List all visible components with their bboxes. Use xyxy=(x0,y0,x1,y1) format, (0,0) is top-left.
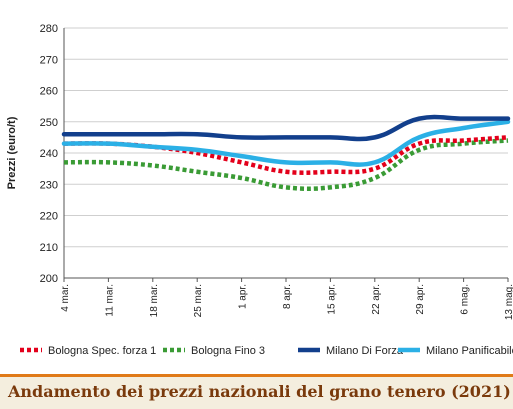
y-axis-label: Prezzi (euro/t) xyxy=(6,116,18,189)
x-tick-label: 15 apr. xyxy=(326,284,337,315)
x-tick-label: 25 mar. xyxy=(193,284,204,317)
chart-svg: 200 210 220 230 240 250 260 270 280 Prezzi (euro/… xyxy=(6,23,513,357)
x-tick-label: 6 mag. xyxy=(460,284,471,315)
legend-label-milano-di-forza: Milano Di Forza xyxy=(326,345,404,357)
series-line-milano-di-forza xyxy=(61,114,511,142)
x-tick-label: 22 apr. xyxy=(371,284,382,315)
series-line-bologna-spec-forza-1 xyxy=(63,135,509,175)
x-tick-label: 11 mar. xyxy=(104,284,115,317)
y-tick-label: 220 xyxy=(40,211,58,223)
x-tick-label: 4 mar. xyxy=(60,284,71,312)
x-tick-label: 18 mar. xyxy=(149,284,160,317)
x-tick-label: 8 apr. xyxy=(282,284,293,309)
title-band: Andamento dei prezzi nazionali del grano… xyxy=(0,374,513,409)
series-line-bologna-fino-3 xyxy=(63,138,509,192)
y-tick-label: 260 xyxy=(40,86,58,98)
y-tick-label: 280 xyxy=(40,23,58,35)
x-tick-label: 29 apr. xyxy=(415,284,426,315)
legend-label-bologna-spec-forza-1: Bologna Spec. forza 1 xyxy=(48,345,156,357)
series-line-milano-panificabile xyxy=(61,119,511,167)
y-tick-label: 240 xyxy=(40,148,58,160)
x-tick-label: 1 apr. xyxy=(238,284,249,309)
y-tick-label: 250 xyxy=(40,117,58,129)
legend-label-bologna-fino-3: Bologna Fino 3 xyxy=(191,345,265,357)
y-tick-label: 200 xyxy=(40,273,58,285)
y-tick-label: 270 xyxy=(40,54,58,66)
chart-title: Andamento dei prezzi nazionali del grano… xyxy=(8,382,511,401)
y-tick-label: 210 xyxy=(40,242,58,254)
y-tick-label: 230 xyxy=(40,179,58,191)
x-tick-label: 13 mag. xyxy=(504,284,513,320)
legend-label-milano-panificabile: Milano Panificabile xyxy=(426,345,513,357)
